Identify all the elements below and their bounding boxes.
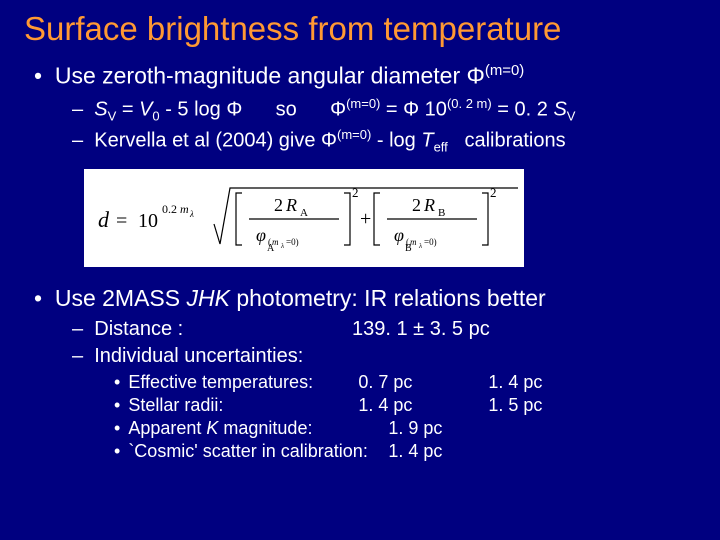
svg-text:φ: φ (394, 225, 404, 245)
main1-text: Use zeroth-magnitude angular diameter Φ (55, 63, 485, 89)
jhk: JHK (187, 285, 230, 311)
minuslog: - log (371, 130, 421, 152)
teff-t: T (421, 130, 433, 152)
svg-text:2: 2 (274, 195, 283, 215)
uncert-row: •Stellar radii:1. 4 pc1. 5 pc (114, 395, 696, 416)
svg-text:A: A (300, 207, 308, 219)
uncert-row: •Apparent K magnitude:1. 9 pc (114, 418, 696, 439)
eqphi10: = Φ 10 (380, 98, 447, 120)
uncert-row: •Effective temperatures:0. 7 pc1. 4 pc (114, 372, 696, 393)
uncert-v2: 1. 4 pc (488, 372, 568, 393)
bullet-sub-1-1: – SV = V0 - 5 log Φ so Φ(m=0) = Φ 10(0. … (72, 96, 696, 124)
v0-0: 0 (152, 108, 159, 123)
svg-text:10: 10 (138, 210, 158, 232)
svg-text:=: = (116, 210, 127, 232)
svg-text:d: d (98, 207, 110, 232)
uncert-label: `Cosmic' scatter in calibration: (128, 441, 388, 462)
phim0: (m=0) (346, 96, 380, 111)
svg-text:=0): =0) (424, 237, 437, 247)
phim0b: (m=0) (337, 127, 371, 142)
eq1: = (116, 98, 139, 120)
uncert-v2: 1. 5 pc (488, 395, 568, 416)
uncert-label: Effective temperatures: (128, 372, 358, 393)
bullet-main-1: • Use zeroth-magnitude angular diameter … (34, 62, 696, 90)
svg-text:A: A (267, 243, 275, 254)
svg-text:λ: λ (418, 242, 422, 250)
svg-text:R: R (285, 195, 297, 215)
svg-text:2: 2 (412, 195, 421, 215)
svg-text:m: m (180, 202, 189, 216)
teff-eff: eff (434, 140, 448, 155)
uncertainty-list: •Effective temperatures:0. 7 pc1. 4 pc•S… (24, 372, 696, 462)
eq02: = 0. 2 (492, 98, 554, 120)
sv-s: S (94, 98, 107, 120)
uncert-row: •`Cosmic' scatter in calibration:1. 4 pc (114, 441, 696, 462)
uncert-v2 (488, 441, 568, 462)
exp02m: (0. 2 m) (447, 96, 492, 111)
uncert-v1: 1. 4 pc (388, 441, 488, 462)
svg-text:λ: λ (280, 242, 284, 250)
sv-v: V (108, 108, 117, 123)
svg-text:λ: λ (189, 209, 194, 219)
uncert-v1: 1. 4 pc (358, 395, 488, 416)
logphi: - 5 log Φ so Φ (160, 98, 346, 120)
formula-image: d = 10 0.2 m λ 2 R A φ ( m λ =0) A 2 + 2… (84, 169, 524, 267)
calib: calibrations (448, 130, 566, 152)
main1-sup: (m=0) (485, 62, 524, 79)
svg-text:B: B (405, 243, 412, 254)
distance-value: 139. 1 ± 3. 5 pc (352, 318, 490, 341)
bullet-main-2: • Use 2MASS JHK photometry: IR relations… (34, 285, 696, 312)
svg-text:2: 2 (352, 185, 359, 200)
kervella: Kervella et al (2004) give Φ (94, 130, 337, 152)
svg-text:+: + (360, 208, 371, 230)
svg-text:=0): =0) (286, 237, 299, 247)
distance-label: Distance : (94, 318, 183, 340)
bullet-sub-distance: – Distance : 139. 1 ± 3. 5 pc (72, 318, 696, 341)
svg-text:B: B (438, 207, 445, 219)
bullet-sub-uncert: – Individual uncertainties: (72, 345, 696, 368)
use2mass: Use 2MASS (55, 285, 187, 311)
slide-title: Surface brightness from temperature (24, 10, 696, 48)
svg-text:φ: φ (256, 225, 266, 245)
uncert-label: Individual uncertainties: (94, 345, 303, 367)
svg-text:0.2: 0.2 (162, 202, 177, 216)
photometry: photometry: IR relations better (230, 285, 546, 311)
uncert-label: Apparent K magnitude: (128, 418, 388, 439)
sv2-s: S (553, 98, 566, 120)
uncert-v1: 1. 9 pc (388, 418, 488, 439)
svg-text:R: R (423, 195, 435, 215)
v0-v: V (139, 98, 152, 120)
bullet-sub-1-2: – Kervella et al (2004) give Φ(m=0) - lo… (72, 127, 696, 155)
uncert-v2 (488, 418, 568, 439)
svg-text:2: 2 (490, 185, 497, 200)
uncert-label: Stellar radii: (128, 395, 358, 416)
uncert-v1: 0. 7 pc (358, 372, 488, 393)
sv2-v: V (567, 108, 576, 123)
